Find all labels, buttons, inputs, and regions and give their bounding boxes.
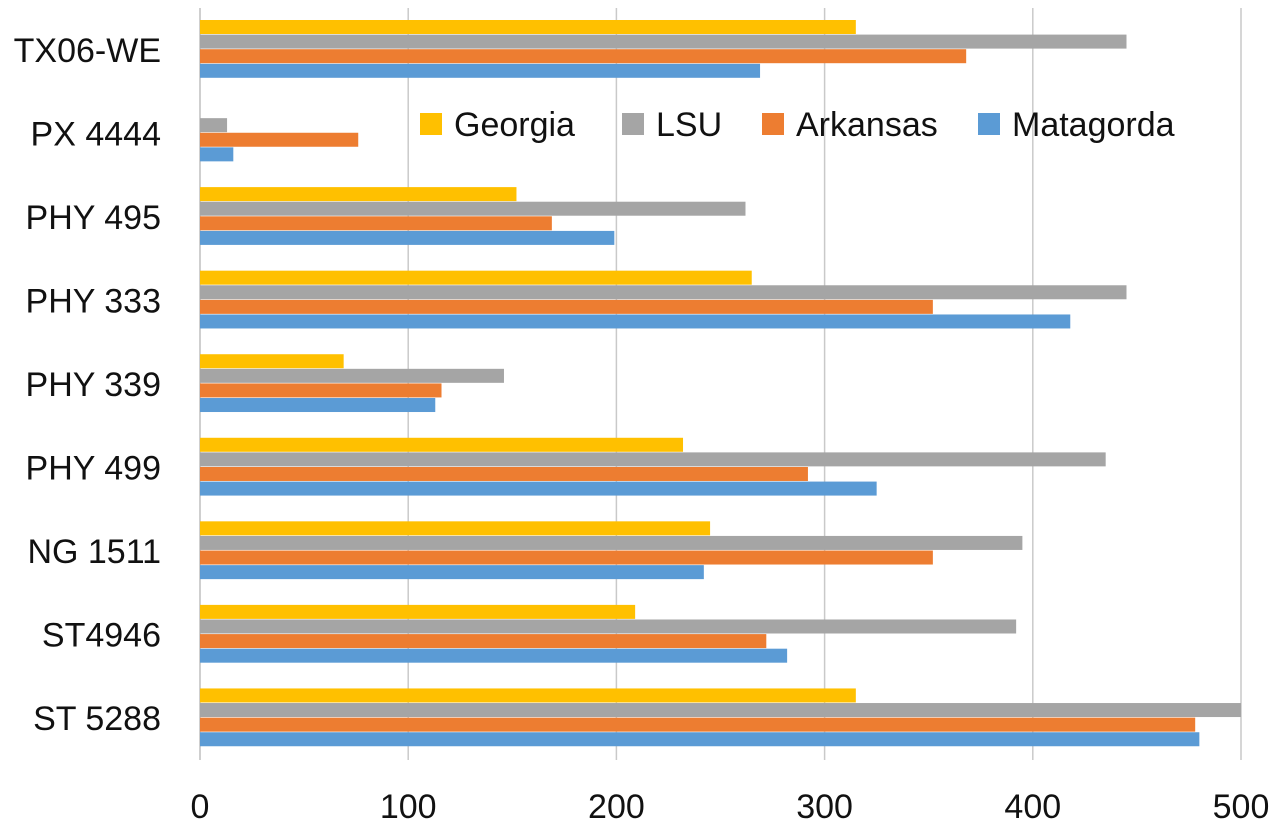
bar-georgia-2 [200, 187, 517, 202]
bar-lsu-1 [200, 118, 228, 133]
bar-arkansas-1 [200, 132, 359, 147]
x-tick-label: 0 [191, 788, 210, 826]
bar-arkansas-5 [200, 466, 808, 481]
bar-lsu-0 [200, 34, 1127, 49]
bar-lsu-2 [200, 201, 746, 216]
bar-arkansas-7 [200, 634, 767, 649]
legend-label-arkansas: Arkansas [796, 106, 938, 144]
legend-label-matagorda: Matagorda [1012, 106, 1175, 144]
bar-matagorda-1 [200, 147, 234, 162]
bar-georgia-8 [200, 688, 856, 703]
legend-label-lsu: LSU [656, 106, 722, 144]
bar-lsu-7 [200, 619, 1017, 634]
legend: Georgia LSU Arkansas Matagorda [420, 106, 1175, 144]
legend-swatch-georgia [420, 113, 442, 135]
x-tick-label: 100 [380, 788, 437, 826]
bars [200, 20, 1241, 747]
bar-lsu-6 [200, 535, 1023, 550]
bar-lsu-5 [200, 452, 1106, 467]
category-labels: TX06-WE PX 4444 PHY 495 PHY 333 PHY 339 PHY 4… [14, 32, 161, 738]
bar-matagorda-5 [200, 481, 877, 496]
bar-arkansas-8 [200, 717, 1196, 732]
bar-matagorda-4 [200, 398, 436, 413]
bar-arkansas-2 [200, 216, 552, 231]
bar-georgia-7 [200, 604, 636, 619]
bar-arkansas-3 [200, 299, 933, 314]
bar-georgia-3 [200, 270, 752, 285]
category-label: TX06-WE [14, 32, 161, 70]
bar-arkansas-4 [200, 383, 442, 398]
x-tick-label: 300 [796, 788, 853, 826]
bar-arkansas-0 [200, 49, 967, 64]
bar-georgia-4 [200, 354, 344, 369]
bar-matagorda-6 [200, 565, 704, 580]
bar-matagorda-3 [200, 314, 1071, 329]
category-label: NG 1511 [27, 533, 161, 571]
bar-georgia-0 [200, 20, 856, 34]
bar-lsu-8 [200, 703, 1241, 718]
category-label: ST 5288 [33, 700, 161, 738]
legend-swatch-matagorda [978, 113, 1000, 135]
legend-swatch-lsu [622, 113, 644, 135]
bar-georgia-5 [200, 437, 684, 452]
bar-lsu-4 [200, 368, 504, 383]
bar-matagorda-2 [200, 230, 615, 245]
bar-georgia-6 [200, 521, 711, 536]
x-tick-label: 200 [588, 788, 645, 826]
legend-label-georgia: Georgia [454, 106, 575, 144]
bar-matagorda-8 [200, 732, 1200, 747]
x-tick-labels: 0 100 200 300 400 500 [191, 788, 1270, 826]
category-label: PX 4444 [31, 115, 161, 153]
bar-matagorda-7 [200, 648, 788, 663]
category-label: ST4946 [42, 617, 161, 655]
category-label: PHY 333 [26, 282, 161, 320]
category-label: PHY 495 [26, 199, 161, 237]
bar-arkansas-6 [200, 550, 933, 565]
x-tick-label: 500 [1213, 788, 1270, 826]
category-label: PHY 339 [26, 366, 161, 404]
category-label: PHY 499 [26, 450, 161, 488]
bar-lsu-3 [200, 285, 1127, 300]
x-tick-label: 400 [1004, 788, 1061, 826]
bar-matagorda-0 [200, 63, 761, 78]
legend-swatch-arkansas [762, 113, 784, 135]
